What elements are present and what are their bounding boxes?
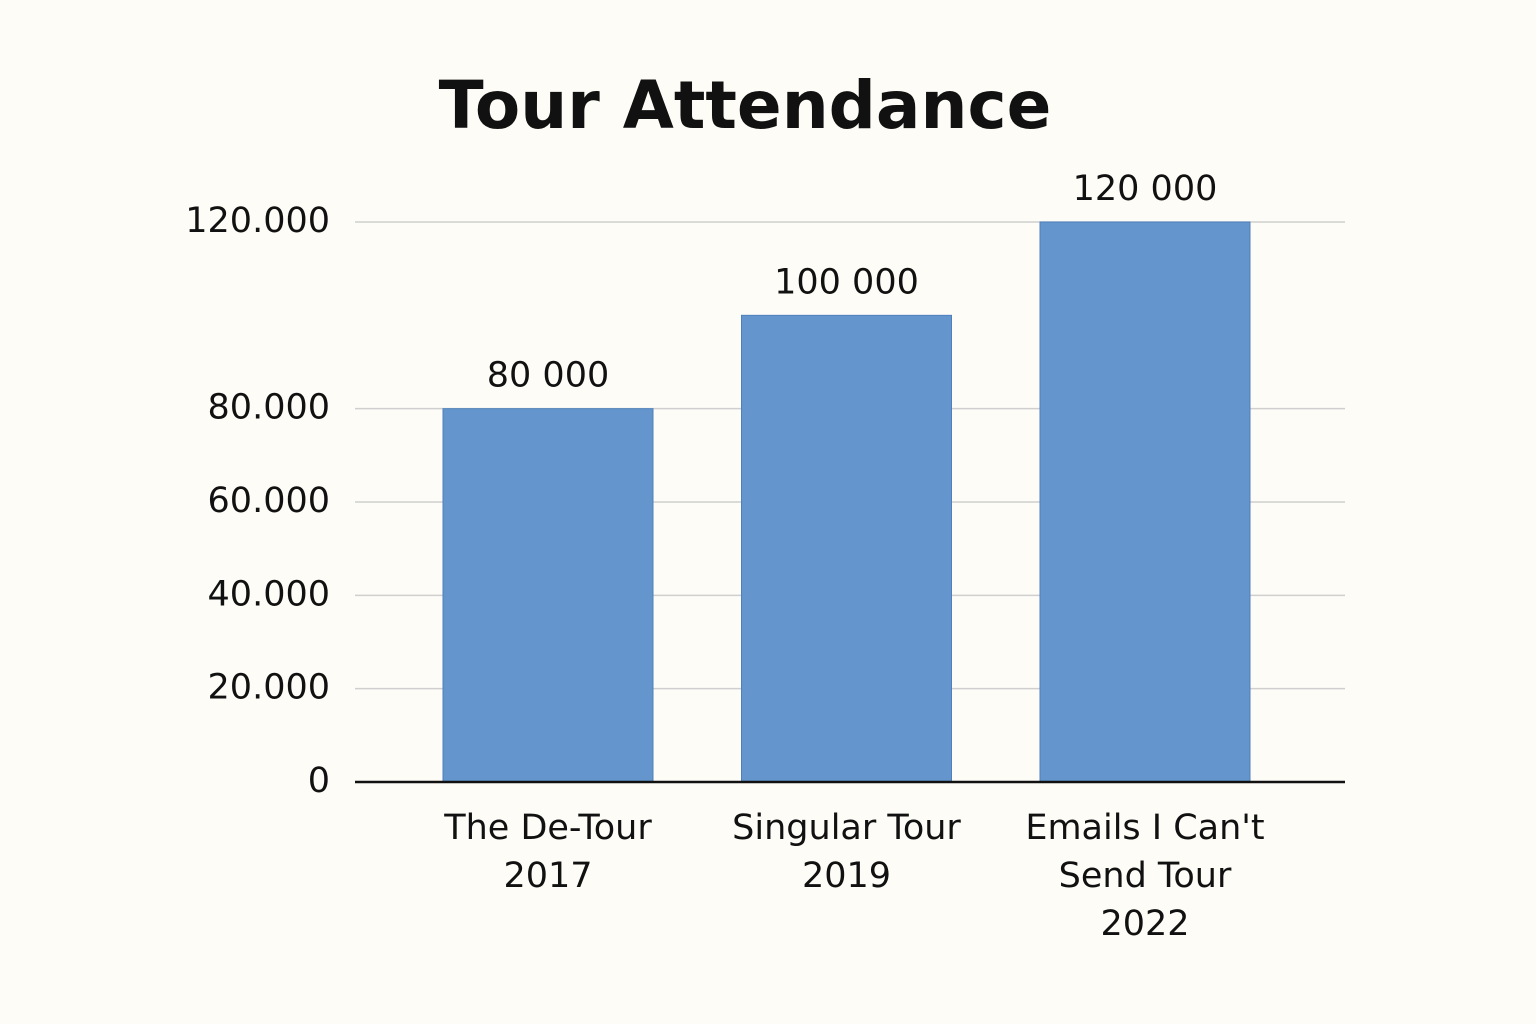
bar [741, 314, 952, 783]
y-tick-label: 0 [308, 761, 330, 801]
chart-title: Tour Attendance [439, 67, 1052, 144]
y-tick-label: 120.000 [185, 201, 330, 241]
value-label: 100 000 [774, 262, 919, 302]
y-tick-label: 80.000 [208, 388, 330, 428]
x-tick-label: Emails I Can't Send Tour 2022 [1025, 808, 1265, 944]
y-tick-label: 20.000 [208, 668, 330, 708]
bar [442, 408, 654, 783]
bar [1039, 221, 1251, 783]
x-tick-label: The De-Tour 2017 [444, 808, 652, 896]
x-tick-label: Singular Tour 2019 [732, 808, 961, 896]
value-label: 80 000 [487, 356, 609, 396]
value-label: 120 000 [1073, 169, 1218, 209]
y-tick-label: 40.000 [208, 574, 330, 614]
y-tick-label: 60.000 [208, 481, 330, 521]
